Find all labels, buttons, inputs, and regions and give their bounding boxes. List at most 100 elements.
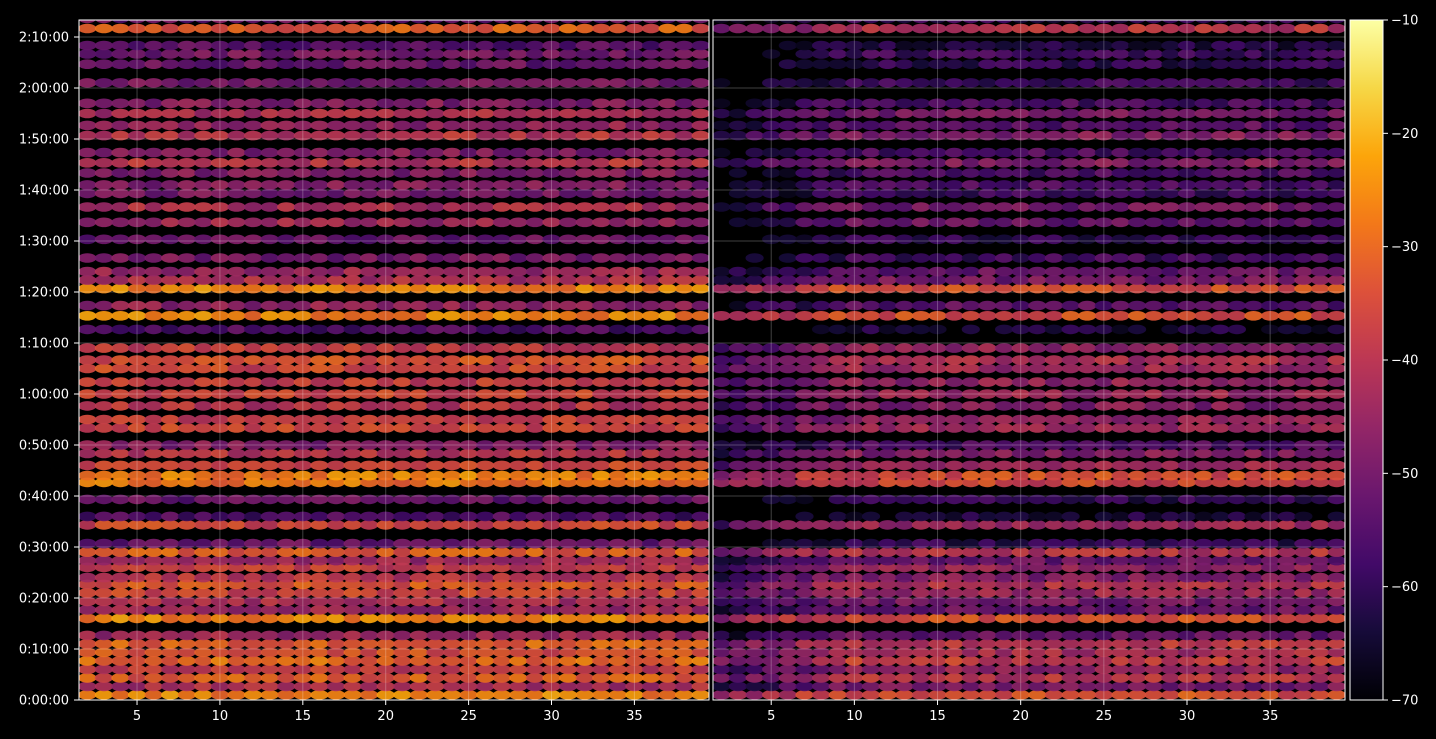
heatmap-cell [658, 639, 677, 649]
heatmap-cell [978, 572, 997, 583]
heatmap-cell [795, 311, 814, 321]
heatmap-cell [177, 253, 196, 263]
heatmap-cell [728, 108, 748, 119]
heatmap-cell [1311, 98, 1330, 109]
heatmap-cell [625, 23, 644, 34]
heatmap-cell [326, 520, 346, 530]
heatmap-cell [509, 572, 528, 583]
heatmap-cell [194, 547, 213, 557]
heatmap-cell [542, 120, 561, 131]
heatmap-cell [1261, 596, 1280, 607]
heatmap-cell [459, 448, 478, 459]
heatmap-cell [945, 555, 964, 566]
heatmap-cell [310, 656, 329, 666]
heatmap-cell [227, 59, 246, 69]
heatmap-cell [492, 147, 511, 158]
heatmap-cell [376, 363, 395, 374]
heatmap-cell [509, 423, 528, 433]
heatmap-cell [376, 275, 395, 285]
heatmap-cell [1061, 147, 1080, 158]
heatmap-cell [592, 98, 611, 109]
heatmap-cell [1227, 266, 1246, 277]
heatmap-cell [161, 440, 180, 450]
heatmap-cell [1128, 20, 1146, 24]
heatmap-cell [1294, 108, 1313, 119]
heatmap-cell [1111, 355, 1130, 365]
heatmap-cell [1028, 377, 1047, 387]
heatmap-cell [592, 639, 611, 649]
heatmap-cell [310, 275, 329, 285]
heatmap-cell [1028, 180, 1047, 190]
heatmap-cell [210, 363, 229, 374]
heatmap-cell [210, 494, 229, 505]
heatmap-cell [277, 49, 296, 59]
heatmap-cell [542, 511, 561, 522]
heatmap-cell [559, 98, 578, 109]
heatmap-cell [575, 283, 594, 294]
heatmap-cell [978, 343, 997, 353]
heatmap-cell [1244, 401, 1263, 411]
heatmap-cell [911, 343, 931, 353]
heatmap-cell [1028, 572, 1047, 583]
heatmap-cell [978, 673, 997, 683]
heatmap-cell [895, 234, 914, 245]
heatmap-cell [177, 59, 196, 69]
heatmap-cell [728, 613, 748, 624]
heatmap-cell [79, 49, 97, 59]
heatmap-cell [1294, 520, 1313, 530]
heatmap-cell [592, 130, 611, 141]
heatmap-cell [459, 23, 478, 34]
heatmap-cell [762, 20, 780, 24]
heatmap-cell [1211, 202, 1230, 212]
heatmap-cell [675, 470, 694, 481]
heatmap-cell [79, 494, 97, 505]
heatmap-cell [144, 217, 163, 228]
heatmap-cell [442, 494, 462, 505]
heatmap-cell [360, 630, 379, 641]
heatmap-cell [895, 588, 914, 598]
heatmap-cell [144, 202, 163, 212]
heatmap-cell [625, 639, 644, 649]
heatmap-cell [1078, 49, 1097, 59]
heatmap-cell [762, 217, 781, 228]
heatmap-cell [812, 596, 831, 607]
heatmap-cell [509, 389, 528, 399]
heatmap-cell [895, 168, 914, 178]
heatmap-cell [426, 311, 445, 321]
heatmap-cell [210, 613, 229, 624]
heatmap-cell [945, 460, 964, 471]
heatmap-cell [94, 355, 113, 365]
heatmap-cell [1177, 401, 1197, 411]
heatmap-cell [1227, 23, 1246, 34]
heatmap-cell [326, 40, 346, 51]
heatmap-cell [1028, 108, 1047, 119]
heatmap-cell [1194, 572, 1213, 583]
heatmap-cell [476, 673, 495, 683]
heatmap-cell [608, 460, 627, 471]
heatmap-cell [608, 275, 627, 285]
heatmap-cell [795, 49, 814, 59]
heatmap-cell [778, 311, 797, 321]
heatmap-cell [928, 389, 947, 399]
heatmap-cell [812, 130, 831, 141]
heatmap-cell [227, 120, 246, 131]
heatmap-cell [161, 448, 180, 459]
heatmap-cell [795, 511, 814, 522]
heatmap-cell [1261, 423, 1280, 433]
heatmap-cell [641, 423, 661, 433]
heatmap-cell [409, 275, 428, 285]
heatmap-cell [728, 664, 748, 675]
heatmap-cell [878, 275, 897, 285]
heatmap-cell [608, 572, 627, 583]
heatmap-cell [675, 681, 694, 692]
heatmap-cell [177, 234, 196, 245]
heatmap-cell [1261, 311, 1280, 321]
heatmap-cell [878, 596, 897, 607]
heatmap-cell [745, 158, 764, 168]
heatmap-cell [845, 355, 864, 365]
heatmap-cell [1294, 690, 1313, 700]
heatmap-cell [409, 168, 428, 178]
heatmap-cell [1128, 300, 1147, 311]
heatmap-cell [641, 283, 661, 294]
heatmap-cell [812, 588, 831, 598]
